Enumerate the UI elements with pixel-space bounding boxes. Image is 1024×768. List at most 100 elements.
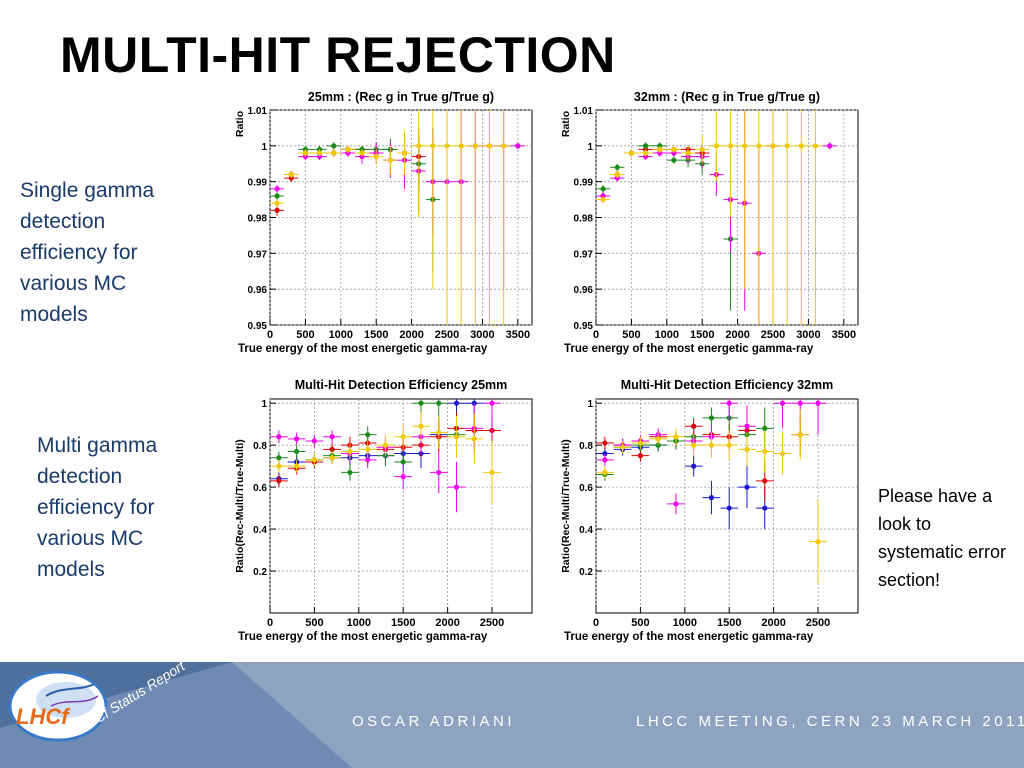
x-tick-label: 2000 [399,329,423,341]
data-point [316,150,323,156]
data-point [727,143,734,149]
data-point [637,453,644,459]
data-point [430,143,436,149]
x-tick-label: 2500 [435,329,459,341]
data-point [708,415,715,421]
data-point [311,438,318,444]
data-point [642,143,649,149]
data-point [486,143,493,149]
x-tick-label: 1000 [329,329,353,341]
x-tick-label: 1500 [391,617,415,629]
y-axis-label: Ratio [234,111,246,137]
data-point [436,429,442,436]
y-tick-label: 0.99 [574,178,594,189]
y-tick-label: 0.2 [579,567,593,578]
data-point [471,436,477,442]
y-tick-label: 0.97 [248,249,268,260]
data-point [812,143,819,149]
x-tick-label: 2000 [435,617,459,629]
data-point [453,434,460,440]
data-point [614,164,620,170]
data-point [359,146,365,153]
data-point [726,442,732,448]
x-axis-label: True energy of the most energetic gamma-… [238,631,488,643]
data-point [600,186,606,192]
data-point [762,478,768,484]
data-point [274,200,280,206]
y-tick-label: 1 [587,142,593,153]
chart-multi-hit-25mm: Multi-Hit Detection Efficiency 25mm 0 500 1… [234,378,533,643]
y-tick-label: 0.6 [579,483,593,494]
data-point [602,450,608,457]
y-tick-label: 0.95 [574,321,594,332]
data-point [418,400,424,406]
footer-author: OSCAR ADRIANI [352,713,516,730]
x-axis-label: True energy of the most energetic gamma-… [564,631,814,643]
data-point [620,444,626,450]
chart-title: Multi-Hit Detection Efficiency 32mm [621,378,834,392]
y-axis-label: Ratio(Rec-Multi/True-Multi) [234,439,246,573]
data-point [744,484,750,490]
lhcf-logo: LHCf [8,670,108,742]
x-tick-label: 0 [267,329,273,341]
data-point [501,143,507,149]
data-point [453,484,460,490]
data-point [302,153,309,160]
data-point [699,146,705,153]
x-tick-label: 2500 [761,329,785,341]
logo-text: LHCf [16,704,71,729]
x-axis-label: True energy of the most energetic gamma-… [564,343,814,355]
data-point [797,432,803,438]
data-point [472,143,478,149]
data-point [797,400,803,406]
y-tick-label: 0.95 [248,321,268,332]
data-point [489,469,495,476]
data-point [316,153,323,160]
data-point [628,150,635,156]
data-point [815,400,821,406]
data-point [691,463,697,469]
data-point [276,434,282,440]
data-series [596,409,827,584]
x-tick-label: 0 [593,329,599,341]
chart-single-gamma-25mm: 25mm : (Rec g in True g/True g) 0 500 1000 1… [234,90,533,355]
data-point [436,400,442,406]
plot-area [595,398,859,614]
data-point [288,175,294,181]
data-point [815,539,821,545]
data-point [329,434,335,440]
x-tick-label: 500 [296,329,314,341]
x-tick-label: 1500 [717,617,741,629]
data-point [453,400,460,406]
data-point [673,501,679,507]
data-point [276,455,282,461]
data-point [708,442,715,448]
plot-area [269,398,533,614]
data-point [614,175,620,181]
data-point [302,146,309,153]
data-point [331,143,337,149]
data-point [637,440,644,446]
data-point [600,196,606,203]
data-point [444,143,450,149]
y-axis-label: Ratio(Rec-Multi/True-Multi) [560,439,572,573]
caption-multi-gamma: Multi gamma detection efficiency for var… [37,434,158,581]
footer-meeting: LHCC MEETING, CERN 23 MARCH 2011 [636,713,1024,730]
data-point [416,143,422,149]
x-tick-label: 500 [305,617,323,629]
data-point [614,171,620,178]
slide-title: MULTI-HIT REJECTION [60,27,616,83]
data-point [359,150,365,156]
data-point [691,442,697,448]
data-point [365,446,371,452]
data-series [596,110,823,325]
y-tick-label: 0.4 [253,525,267,536]
systematic-error-note: Please have a look to systematic error s… [878,486,1007,590]
data-point [302,150,309,156]
data-point [779,400,786,406]
data-point [294,436,300,442]
data-point [770,143,776,149]
y-tick-label: 1 [261,142,267,153]
data-point [602,440,608,446]
data-point [671,146,677,153]
